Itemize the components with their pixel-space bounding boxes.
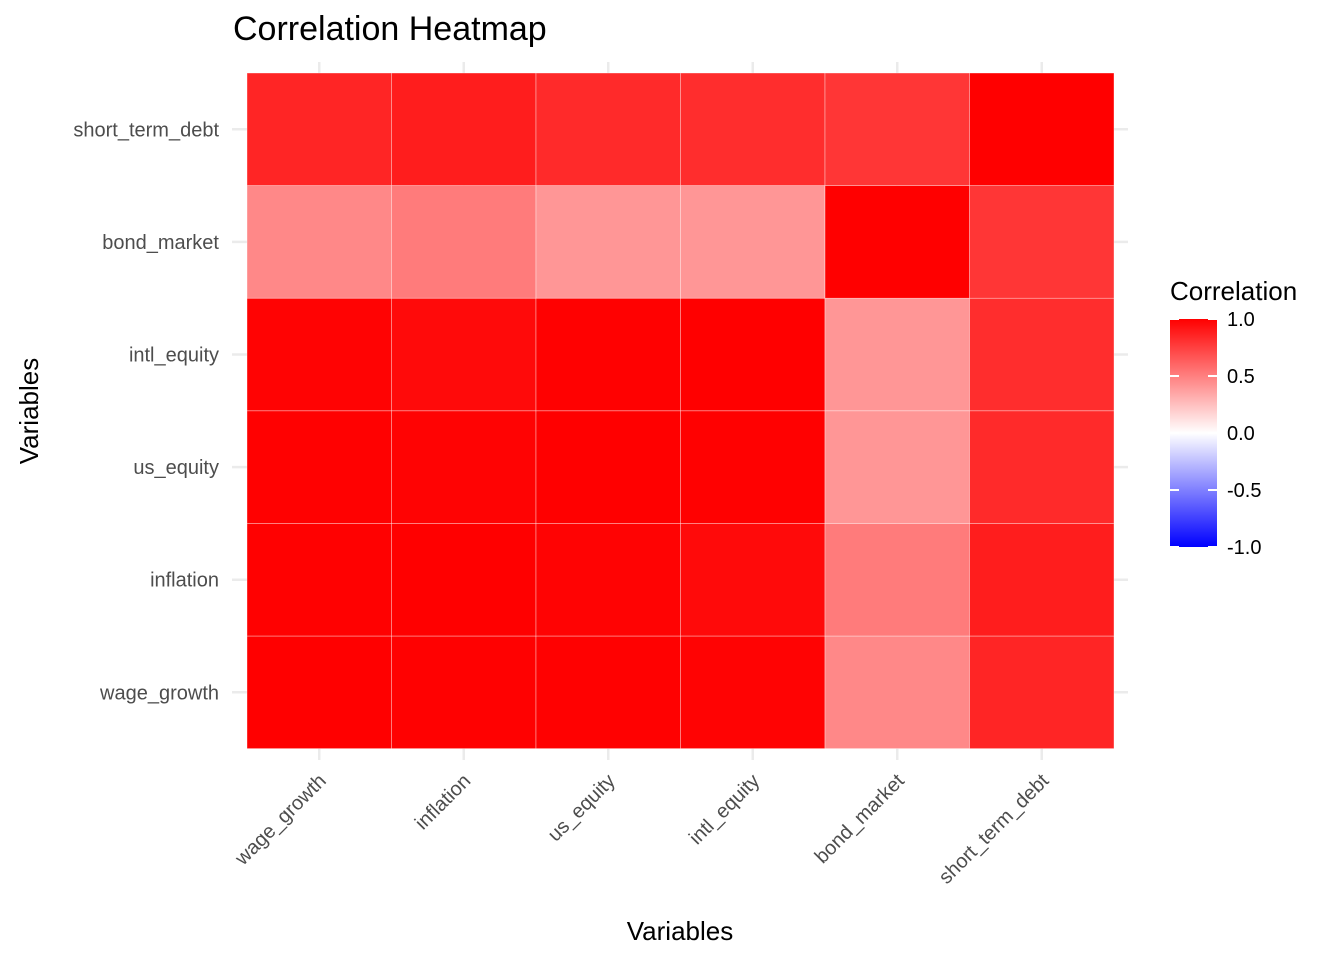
heatmap-cell: [391, 72, 537, 186]
heatmap-cell: [969, 297, 1115, 412]
heatmap-cell: [824, 635, 970, 749]
heatmap-cell: [969, 72, 1115, 186]
x-tick-label: short_term_debt: [935, 770, 1054, 889]
heatmap-cells: [246, 72, 1115, 749]
x-axis-title: Variables: [627, 916, 733, 946]
heatmap-cell: [391, 297, 537, 412]
heatmap-cell: [824, 410, 970, 524]
heatmap-cell: [246, 297, 392, 412]
legend-label: 0.0: [1227, 423, 1255, 445]
x-tick-label: wage_growth: [230, 770, 330, 870]
y-tick-label: intl_equity: [129, 345, 219, 367]
y-tick-label: short_term_debt: [73, 119, 219, 141]
chart-title: Correlation Heatmap: [233, 10, 547, 48]
heatmap-cell: [824, 297, 970, 412]
legend-label: -0.5: [1227, 480, 1261, 502]
y-tick-label: us_equity: [133, 457, 219, 479]
legend-label: 0.5: [1227, 366, 1255, 388]
heatmap-cell: [391, 635, 537, 749]
heatmap-cell: [246, 635, 392, 749]
x-tick-label: inflation: [411, 770, 475, 834]
heatmap-cell: [535, 297, 681, 412]
legend-ticks: 1.0 0.5 0.0 -0.5 -1.0: [1170, 309, 1261, 559]
heatmap-cell: [680, 185, 826, 299]
x-tick-label: intl_equity: [685, 770, 764, 849]
heatmap-cell: [535, 523, 681, 637]
heatmap-cell: [246, 523, 392, 637]
legend-title: Correlation: [1170, 276, 1297, 306]
heatmap-cell: [969, 635, 1115, 749]
x-tick-labels: wage_growth inflation us_equity intl_equity…: [230, 770, 1053, 889]
heatmap-cell: [680, 72, 826, 186]
legend-label: 1.0: [1227, 309, 1255, 331]
heatmap-cell: [535, 635, 681, 749]
heatmap-cell: [824, 185, 970, 299]
y-tick-label: bond_market: [102, 232, 219, 254]
x-tick-label: us_equity: [544, 770, 620, 846]
heatmap-cell: [246, 185, 392, 299]
heatmap-cell: [680, 297, 826, 412]
heatmap-cell: [246, 72, 392, 186]
heatmap-cell: [680, 523, 826, 637]
heatmap-cell: [535, 72, 681, 186]
heatmap-cell: [391, 523, 537, 637]
heatmap-cell: [824, 72, 970, 186]
x-tick-label: bond_market: [811, 770, 909, 868]
heatmap-cell: [824, 523, 970, 637]
y-tick-label: wage_growth: [99, 682, 219, 704]
heatmap-cell: [246, 410, 392, 524]
heatmap-cell: [680, 635, 826, 749]
heatmap-cell: [680, 410, 826, 524]
y-tick-labels: wage_growth inflation us_equity intl_equity…: [73, 119, 219, 704]
heatmap-cell: [391, 410, 537, 524]
heatmap-cell: [969, 185, 1115, 299]
heatmap-cell: [535, 410, 681, 524]
y-axis-title: Variables: [14, 358, 44, 464]
heatmap-cell: [535, 185, 681, 299]
legend-label: -1.0: [1227, 537, 1261, 559]
y-tick-label: inflation: [150, 570, 219, 592]
heatmap-cell: [391, 185, 537, 299]
legend: Correlation 1.0 0.5 0.0 -0.5 -1.0: [1170, 276, 1297, 559]
heatmap-cell: [969, 523, 1115, 637]
heatmap-cell: [969, 410, 1115, 524]
